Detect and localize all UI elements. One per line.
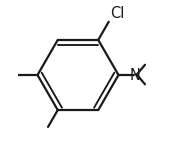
Text: N: N xyxy=(130,68,141,82)
Text: Cl: Cl xyxy=(110,6,125,21)
